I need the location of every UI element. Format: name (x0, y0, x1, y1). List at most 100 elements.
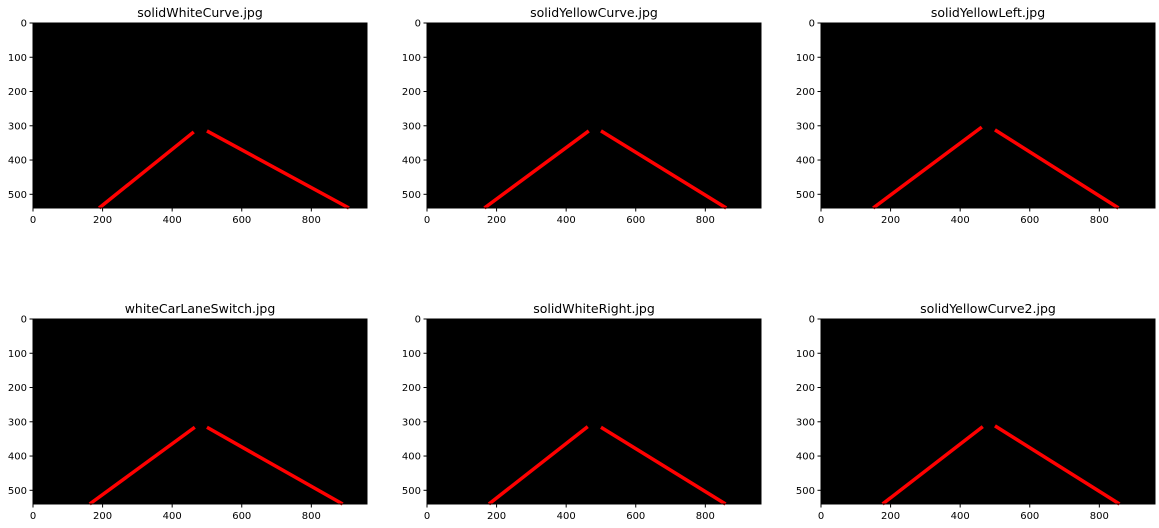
y-tick-label: 0 (21, 315, 27, 326)
y-tick-label: 400 (796, 452, 815, 463)
y-tick-label: 400 (8, 452, 27, 463)
subplot-5: solidWhiteRight.jpg 0 200 400 600 800 0 100 200 3… (402, 301, 762, 522)
y-tick-label: 300 (402, 417, 421, 428)
image-area (427, 319, 761, 504)
left-lane-line (483, 129, 590, 210)
right-lane-line (994, 128, 1120, 210)
x-tick-label: 0 (30, 511, 36, 522)
image-area (33, 23, 367, 208)
y-tick-label: 100 (8, 53, 27, 64)
x-tick-label: 800 (696, 215, 715, 226)
x-tick-label: 600 (1020, 511, 1039, 522)
y-tick-label: 200 (796, 383, 815, 394)
x-tick-label: 200 (93, 511, 112, 522)
y-tick-label: 400 (796, 156, 815, 167)
left-lane-line (872, 125, 983, 210)
right-lane-line (600, 425, 727, 506)
x-tick-label: 0 (424, 215, 430, 226)
right-lane-line (206, 425, 344, 506)
y-tick-label: 400 (8, 156, 27, 167)
x-tick-label: 200 (487, 215, 506, 226)
y-tick-label: 0 (809, 19, 815, 30)
x-tick-label: 400 (951, 511, 970, 522)
y-tick-label: 300 (796, 121, 815, 132)
x-tick-label: 800 (302, 511, 321, 522)
y-tick-label: 500 (8, 190, 27, 201)
y-tick-label: 0 (415, 19, 421, 30)
axes-frame (426, 318, 762, 505)
y-tick-label: 100 (796, 349, 815, 360)
subplot-4: whiteCarLaneSwitch.jpg 0 200 400 600 800 0 100 2… (8, 301, 368, 522)
axes-frame (426, 22, 762, 209)
x-tick-label: 200 (881, 511, 900, 522)
y-tick-label: 200 (796, 87, 815, 98)
axes-frame (820, 22, 1156, 209)
subplot-title: solidWhiteCurve.jpg (137, 5, 263, 20)
image-area (821, 23, 1155, 208)
x-tick-label: 600 (232, 215, 251, 226)
x-tick-label: 400 (557, 511, 576, 522)
y-tick-label: 300 (402, 121, 421, 132)
x-tick-label: 400 (557, 215, 576, 226)
x-tick-label: 800 (1090, 215, 1109, 226)
left-lane-line (98, 130, 195, 210)
y-tick-label: 500 (402, 190, 421, 201)
y-tick-label: 200 (402, 383, 421, 394)
axes-frame (820, 318, 1156, 505)
x-tick-label: 800 (1090, 511, 1109, 522)
image-area (427, 23, 761, 208)
left-lane-line (88, 425, 196, 506)
x-tick-label: 200 (881, 215, 900, 226)
y-tick-label: 100 (402, 349, 421, 360)
subplot-3: solidYellowLeft.jpg 0 200 400 600 800 0 100 200 3… (796, 5, 1156, 226)
y-tick-label: 100 (796, 53, 815, 64)
subplot-title: solidYellowCurve2.jpg (920, 301, 1056, 316)
subplot-1: solidWhiteCurve.jpg 0 200 400 600 800 0 100 200 3… (8, 5, 368, 226)
x-tick-label: 0 (30, 215, 36, 226)
subplot-title: whiteCarLaneSwitch.jpg (125, 301, 276, 316)
y-tick-label: 500 (796, 486, 815, 497)
x-tick-label: 200 (93, 215, 112, 226)
x-tick-label: 800 (696, 511, 715, 522)
x-tick-label: 600 (232, 511, 251, 522)
axes-frame (32, 22, 368, 209)
x-tick-label: 600 (1020, 215, 1039, 226)
x-tick-label: 800 (302, 215, 321, 226)
right-lane-line (206, 129, 350, 210)
y-tick-label: 200 (402, 87, 421, 98)
y-tick-label: 0 (809, 315, 815, 326)
x-tick-label: 200 (487, 511, 506, 522)
subplot-title: solidYellowCurve.jpg (530, 5, 658, 20)
x-tick-label: 400 (951, 215, 970, 226)
x-tick-label: 0 (818, 215, 824, 226)
y-tick-label: 0 (415, 315, 421, 326)
subplot-title: solidWhiteRight.jpg (533, 301, 655, 316)
y-tick-label: 200 (8, 383, 27, 394)
x-tick-label: 0 (818, 511, 824, 522)
y-tick-label: 500 (796, 190, 815, 201)
y-tick-label: 300 (796, 417, 815, 428)
right-lane-line (994, 424, 1121, 506)
x-tick-label: 0 (424, 511, 430, 522)
y-tick-label: 100 (402, 53, 421, 64)
x-tick-label: 400 (163, 215, 182, 226)
y-tick-label: 200 (8, 87, 27, 98)
x-tick-label: 400 (163, 511, 182, 522)
y-tick-label: 0 (21, 19, 27, 30)
subplot-2: solidYellowCurve.jpg 0 200 400 600 800 0 100 200… (402, 5, 762, 226)
x-tick-label: 600 (626, 215, 645, 226)
image-area (33, 319, 367, 504)
y-tick-label: 400 (402, 156, 421, 167)
x-tick-label: 600 (626, 511, 645, 522)
left-lane-line (487, 425, 589, 506)
right-lane-line (600, 129, 728, 210)
y-tick-label: 300 (8, 121, 27, 132)
image-area (821, 319, 1155, 504)
y-tick-label: 300 (8, 417, 27, 428)
left-lane-line (881, 425, 984, 506)
y-tick-label: 100 (8, 349, 27, 360)
subplot-6: solidYellowCurve2.jpg 0 200 400 600 800 0 100 20… (796, 301, 1156, 522)
y-tick-label: 500 (8, 486, 27, 497)
axes-frame (32, 318, 368, 505)
